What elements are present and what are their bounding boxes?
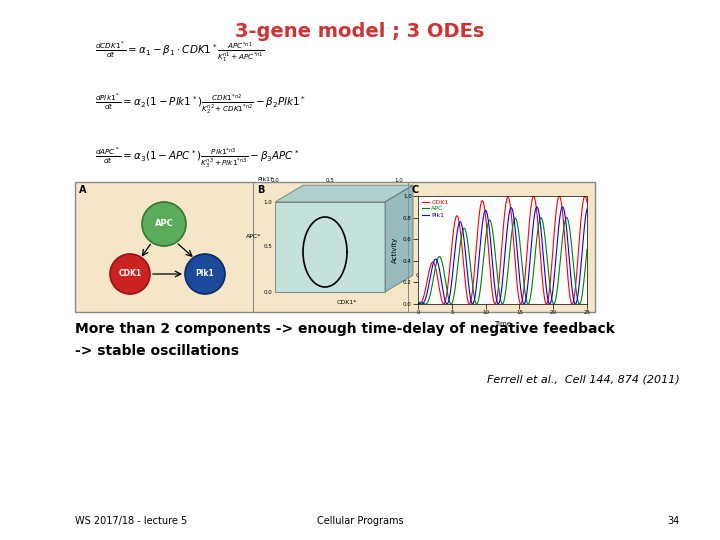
CDK1 <box>490 300 499 307</box>
Text: APC*: APC* <box>246 234 261 240</box>
Text: $\frac{dAPC^*}{dt} = \alpha_3(1-APC^*)\frac{Plk1^{*n3}}{K_3^{n3}+Plk1^{*n3}} - \: $\frac{dAPC^*}{dt} = \alpha_3(1-APC^*)\f… <box>95 146 300 170</box>
APC <box>444 292 452 299</box>
Text: 0.0: 0.0 <box>271 178 279 183</box>
FancyBboxPatch shape <box>75 182 595 312</box>
Text: 0.0: 0.0 <box>264 289 272 294</box>
CDK1 <box>444 282 452 288</box>
Text: Ferrell et al.,  Cell 144, 874 (2011): Ferrell et al., Cell 144, 874 (2011) <box>487 375 680 385</box>
Text: 34: 34 <box>667 516 680 526</box>
Y-axis label: Activity: Activity <box>392 237 397 263</box>
Circle shape <box>142 202 186 246</box>
CDK1 <box>581 193 590 199</box>
Text: B: B <box>257 185 264 195</box>
Legend: CDK1, APC, Plk1: CDK1, APC, Plk1 <box>421 199 449 218</box>
APC <box>513 221 522 228</box>
Plk1 <box>526 247 535 254</box>
Text: CDK1*: CDK1* <box>416 273 436 278</box>
Line: APC: APC <box>418 218 587 304</box>
Text: CDK1: CDK1 <box>118 269 142 279</box>
Text: $\frac{dCDK1^*}{dt} = \alpha_1 - \beta_1 \cdot CDK1^*\frac{APC^{*n1}}{K_1^{n1}+A: $\frac{dCDK1^*}{dt} = \alpha_1 - \beta_1… <box>95 40 264 64</box>
CDK1 <box>457 238 466 244</box>
Plk1 <box>414 301 423 307</box>
Text: 1.0: 1.0 <box>264 199 272 205</box>
Plk1 <box>444 300 452 306</box>
Text: Cellular Programs: Cellular Programs <box>317 516 403 526</box>
Text: $\frac{dPlk1^*}{dt} = \alpha_2(1-Plk1^*)\frac{CDK1^{*n2}}{K_2^{n2}+CDK1^{*n2}} -: $\frac{dPlk1^*}{dt} = \alpha_2(1-Plk1^*)… <box>95 92 306 116</box>
Line: Plk1: Plk1 <box>418 207 587 304</box>
CDK1 <box>513 286 522 292</box>
Plk1 <box>558 204 567 210</box>
Polygon shape <box>275 185 413 202</box>
Circle shape <box>110 254 150 294</box>
Text: APC: APC <box>155 219 174 228</box>
Text: CDK1*: CDK1* <box>336 300 356 305</box>
APC <box>526 292 535 298</box>
Polygon shape <box>275 202 385 292</box>
CDK1 <box>414 301 423 307</box>
Plk1 <box>541 274 549 281</box>
Plk1 <box>457 221 466 227</box>
CDK1 <box>541 299 549 305</box>
Text: -> stable oscillations: -> stable oscillations <box>75 344 239 358</box>
APC <box>541 236 549 242</box>
Text: C: C <box>412 185 419 195</box>
Circle shape <box>185 254 225 294</box>
Text: WS 2017/18 - lecture 5: WS 2017/18 - lecture 5 <box>75 516 187 526</box>
CDK1 <box>582 199 591 206</box>
Text: Plk1: Plk1 <box>196 269 215 279</box>
Text: 0.5: 0.5 <box>264 245 272 249</box>
Polygon shape <box>385 185 413 292</box>
Text: More than 2 components -> enough time-delay of negative feedback: More than 2 components -> enough time-de… <box>75 322 615 336</box>
Text: Plk1*: Plk1* <box>257 177 273 182</box>
Text: 0.5: 0.5 <box>325 178 334 183</box>
APC <box>562 214 571 221</box>
Plk1 <box>490 281 499 287</box>
Text: 3-gene model ; 3 ODEs: 3-gene model ; 3 ODEs <box>235 22 485 41</box>
Text: 1.0: 1.0 <box>395 178 403 183</box>
Plk1 <box>513 252 522 259</box>
APC <box>490 243 499 249</box>
X-axis label: Time: Time <box>494 321 511 327</box>
APC <box>457 233 466 240</box>
CDK1 <box>526 205 535 211</box>
Line: CDK1: CDK1 <box>418 196 587 304</box>
APC <box>582 246 591 253</box>
Plk1 <box>582 206 591 212</box>
APC <box>414 301 423 307</box>
Text: A: A <box>79 185 86 195</box>
